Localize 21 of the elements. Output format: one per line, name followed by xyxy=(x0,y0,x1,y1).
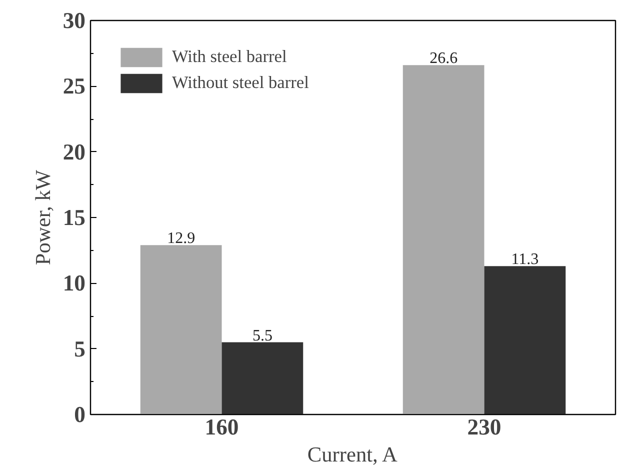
bar xyxy=(140,245,222,414)
y-axis-title: Power, kW xyxy=(30,169,55,266)
data-label: 12.9 xyxy=(167,230,196,248)
y-tick-label: 0 xyxy=(74,402,86,427)
x-tick-label: 160 xyxy=(204,414,239,440)
x-axis-title: Current, A xyxy=(307,442,398,466)
y-tick-label: 30 xyxy=(62,8,86,33)
bar xyxy=(222,342,304,414)
y-tick-label: 10 xyxy=(62,270,86,296)
y-tick-label: 20 xyxy=(62,139,86,164)
bar xyxy=(402,65,484,414)
data-label: 5.5 xyxy=(252,327,272,344)
y-tick-label: 15 xyxy=(62,205,86,230)
data-label: 11.3 xyxy=(511,251,539,268)
y-tick-label: 25 xyxy=(62,74,86,99)
legend-label: Without steel barrel xyxy=(172,73,309,93)
legend-label: With steel barrel xyxy=(172,47,287,67)
data-label: 26.6 xyxy=(430,50,458,68)
bar xyxy=(484,266,566,414)
x-tick-label: 230 xyxy=(467,414,502,440)
y-tick-label: 5 xyxy=(74,336,86,362)
